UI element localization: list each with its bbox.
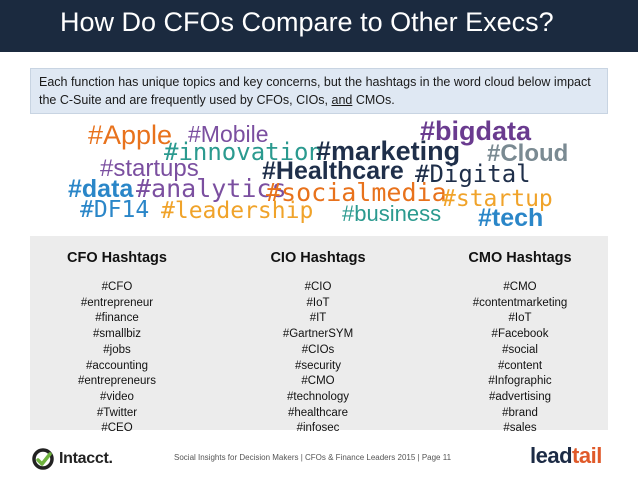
- intro-underlined: and: [331, 93, 353, 107]
- cloud-word-business: #business: [342, 201, 442, 226]
- list-item: #Facebook: [491, 328, 549, 341]
- cloud-word-marketing: #marketing: [316, 136, 461, 166]
- list-item: #CFO: [101, 281, 133, 293]
- intacct-swirl-icon: [32, 448, 54, 470]
- list-item: #IoT: [306, 296, 330, 309]
- cloud-word-bigdata: #bigdata: [420, 116, 532, 146]
- title-bar: How Do CFOs Compare to Other Execs?: [0, 0, 638, 52]
- list-item: #IT: [309, 312, 327, 325]
- cmo-column: CMO Hashtags #CMO #contentmarketing #IoT…: [425, 250, 615, 437]
- cloud-word-digital: #Digital: [415, 160, 531, 188]
- leadtail-logo: leadtail: [530, 443, 602, 469]
- cmo-heading: CMO Hashtags: [468, 250, 572, 266]
- cloud-word-leadership: #leadership: [161, 198, 314, 224]
- cloud-word-healthcare: #Healthcare: [262, 157, 404, 185]
- hashtag-table: [30, 236, 608, 430]
- list-item: #CIOs: [301, 343, 335, 356]
- list-item: #technology: [286, 390, 350, 403]
- intacct-logo-text: Intacct.: [59, 450, 113, 467]
- cio-heading: CIO Hashtags: [270, 250, 366, 266]
- list-item: #security: [294, 359, 342, 372]
- list-item: #social: [502, 343, 538, 356]
- cloud-word-data: #data: [68, 175, 134, 203]
- cloud-word-mobile: #Mobile: [188, 121, 269, 147]
- list-item: #infosec: [296, 422, 340, 435]
- cloud-word-startups: #startups: [100, 155, 199, 182]
- list-item: #contentmarketing: [472, 296, 568, 309]
- list-item: #CMO: [301, 375, 335, 388]
- leadtail-tail: tail: [572, 443, 602, 468]
- list-item: #brand: [502, 406, 538, 419]
- word-cloud: #Apple #Mobile #innovation #marketing #b…: [0, 115, 638, 232]
- list-item: #CMO: [503, 281, 537, 293]
- cloud-word-analytics: #analytics: [136, 174, 287, 203]
- list-item: #sales: [503, 422, 537, 435]
- cloud-word-socialmedia: #socialmedia: [266, 178, 447, 207]
- cloud-word-innovation: #innovation: [164, 138, 323, 166]
- leadtail-lead: lead: [530, 443, 573, 468]
- cloud-word-cloud: #Cloud: [487, 140, 569, 167]
- cloud-word-apple: #Apple: [88, 120, 173, 150]
- page-title: How Do CFOs Compare to Other Execs?: [60, 7, 554, 37]
- list-item: #GartnerSYM: [282, 328, 354, 341]
- cloud-word-tech: #tech: [478, 204, 544, 232]
- intro-text-end: CMOs.: [352, 93, 395, 107]
- list-item: #CIO: [304, 281, 332, 293]
- list-item: #Twitter: [96, 406, 138, 419]
- cloud-word-startup: #startup: [442, 186, 553, 212]
- cfo-heading: CFO Hashtags: [67, 250, 167, 266]
- intro-text: Each function has unique topics and key …: [39, 75, 591, 107]
- list-item: #smallbiz: [93, 328, 141, 341]
- cloud-word-df14: #DF14: [80, 197, 150, 223]
- cio-column: CIO Hashtags #CIO #IoT #IT #GartnerSYM #…: [223, 250, 413, 437]
- cfo-column: CFO Hashtags #CFO #entrepreneur #finance…: [22, 250, 212, 437]
- list-item: #advertising: [488, 390, 551, 403]
- footer-caption: Social Insights for Decision Makers | CF…: [174, 453, 452, 462]
- list-item: #finance: [95, 312, 139, 325]
- list-item: #accounting: [85, 359, 149, 372]
- list-item: #jobs: [103, 343, 131, 356]
- list-item: #CEO: [101, 422, 133, 435]
- intacct-logo: Intacct.: [32, 448, 113, 470]
- intro-box: Each function has unique topics and key …: [30, 68, 608, 114]
- list-item: #entrepreneur: [80, 296, 154, 309]
- list-item: #Infographic: [488, 375, 552, 388]
- list-item: #content: [497, 359, 543, 372]
- list-item: #entrepreneurs: [78, 375, 156, 388]
- list-item: #healthcare: [287, 406, 349, 419]
- list-item: #video: [100, 390, 134, 403]
- list-item: #IoT: [508, 312, 532, 325]
